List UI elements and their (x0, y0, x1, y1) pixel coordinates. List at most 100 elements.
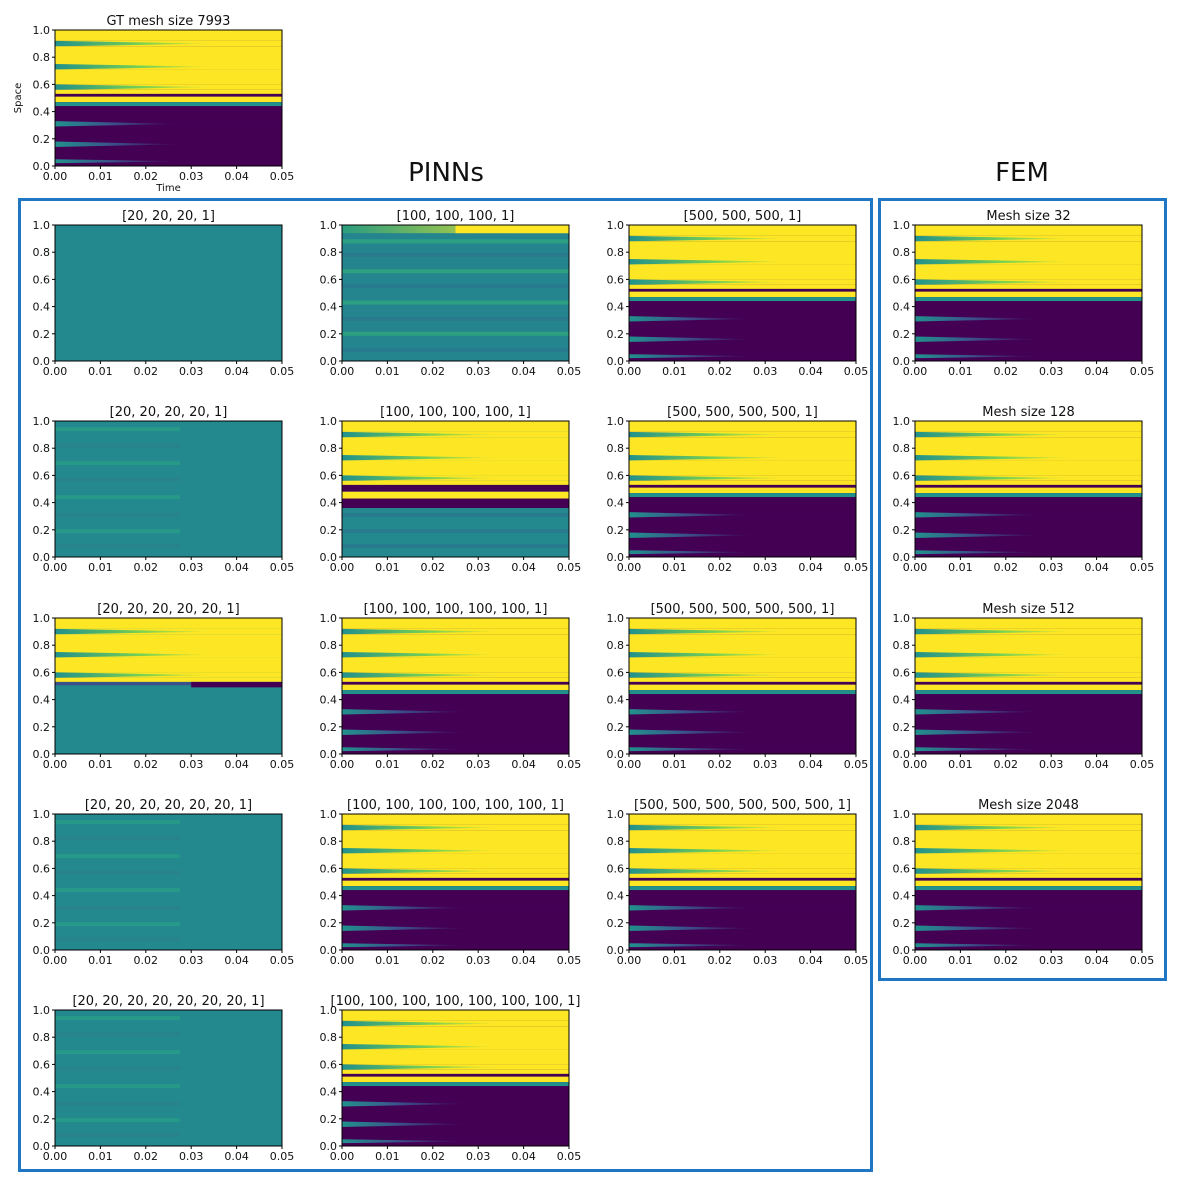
y-tick-label: 0.4 (320, 497, 338, 510)
chart-title: [500, 500, 500, 1] (684, 209, 802, 224)
x-tick-label: 0.01 (948, 758, 973, 771)
heatmap-striation (342, 316, 569, 321)
x-tick-label: 0.05 (270, 170, 295, 183)
heatmap-background (342, 225, 569, 361)
y-tick-label: 1.0 (33, 24, 51, 37)
chart-title: [500, 500, 500, 500, 500, 1] (651, 602, 835, 617)
x-tick-label: 0.04 (511, 365, 535, 378)
heatmap-band (342, 694, 569, 710)
x-tick-label: 0.00 (43, 954, 68, 967)
heatmap-striation (55, 1133, 180, 1138)
heatmap-band (55, 106, 282, 122)
chart-p100_5: [100, 100, 100, 100, 1] 0.00 0.01 0.02 0.03 0… (320, 405, 582, 574)
y-tick-label: 0.6 (33, 78, 51, 91)
y-tick-label: 1.0 (320, 219, 338, 232)
chart-p20_5: [20, 20, 20, 20, 1] 0.00 0.01 0.02 0.03 0.04 0… (33, 405, 295, 574)
x-tick-label: 0.01 (88, 954, 113, 967)
heatmap-band (342, 1073, 569, 1077)
heatmap-striation (55, 888, 180, 893)
y-tick-label: 0.8 (607, 835, 625, 848)
heatmap-band (629, 284, 856, 289)
x-tick-label: 0.04 (798, 561, 823, 574)
chart-title: Mesh size 512 (982, 602, 1075, 617)
y-tick-label: 0.6 (607, 666, 625, 679)
chart-p20_6: [20, 20, 20, 20, 20, 1] 0.00 0.01 0.02 0.03 0… (33, 602, 295, 771)
heatmap-tongue (342, 824, 501, 831)
y-tick-label: 0.0 (893, 944, 911, 957)
heatmap-cells (55, 618, 282, 754)
y-tick-label: 0.2 (33, 1113, 51, 1126)
x-tick-label: 0.02 (421, 954, 446, 967)
plot-frame (341, 420, 570, 558)
x-tick-label: 0.00 (330, 758, 355, 771)
heatmap-background (55, 225, 282, 361)
heatmap-tongue (629, 747, 754, 752)
heatmap-band (55, 163, 282, 166)
x-tick-label: 0.03 (179, 170, 204, 183)
heatmap-tongue (915, 455, 1074, 461)
x-tick-label: 0.01 (375, 365, 400, 378)
y-tick-label: 1.0 (893, 415, 911, 428)
heatmap-band (629, 877, 856, 881)
y-tick-label: 0.8 (320, 639, 338, 652)
heatmap-tongue (915, 316, 1040, 322)
heatmap-band (342, 484, 569, 492)
chart-p500_6: [500, 500, 500, 500, 500, 1] 0.00 0.01 0.02… (607, 602, 869, 771)
heatmap-band (455, 225, 569, 234)
heatmap-tongue (915, 532, 1040, 538)
x-tick-label: 0.01 (662, 954, 687, 967)
heatmap-band (915, 890, 1142, 906)
heatmap-band (629, 487, 856, 494)
heatmap-band (915, 681, 1142, 685)
y-tick-label: 0.8 (320, 1031, 338, 1044)
y-tick-label: 0.0 (607, 748, 625, 761)
chart-p100_8: [100, 100, 100, 100, 100, 100, 100, 1] 0.… (320, 994, 582, 1163)
heatmap-band (342, 947, 569, 950)
heatmap-tongue (342, 848, 501, 854)
heatmap-tongue (915, 709, 1040, 715)
y-tick-label: 0.0 (33, 551, 51, 564)
x-tick-label: 0.02 (134, 758, 159, 771)
heatmap-band (629, 264, 856, 280)
y-tick-label: 0.6 (893, 469, 911, 482)
heatmap-tongue (629, 652, 788, 658)
x-tick-label: 0.01 (88, 758, 113, 771)
y-tick-label: 1.0 (320, 612, 338, 625)
heatmap-band (342, 1026, 569, 1044)
y-tick-label: 0.6 (607, 469, 625, 482)
x-tick-label: 0.01 (375, 561, 400, 574)
heatmap-tongue (915, 729, 1040, 735)
heatmap-band (342, 930, 569, 944)
y-tick-label: 0.6 (893, 273, 911, 286)
heatmap-striation (342, 512, 569, 517)
heatmap-band (629, 690, 856, 695)
heatmap-band (915, 264, 1142, 280)
heatmap-band (915, 814, 1142, 825)
heatmap-tongue (629, 709, 754, 715)
x-tick-label: 0.00 (330, 1150, 355, 1163)
heatmap-band (342, 1010, 569, 1021)
x-tick-label: 0.00 (903, 561, 928, 574)
x-tick-label: 0.00 (617, 758, 642, 771)
heatmap-band (915, 484, 1142, 488)
y-tick-label: 1.0 (320, 415, 338, 428)
y-tick-label: 1.0 (893, 219, 911, 232)
x-tick-label: 0.05 (1130, 758, 1155, 771)
heatmap-striation (55, 544, 180, 549)
x-tick-label: 0.00 (43, 561, 68, 574)
heatmap-striation (55, 512, 180, 517)
y-tick-label: 0.4 (893, 890, 911, 903)
heatmap-band (915, 284, 1142, 289)
x-tick-label: 0.02 (134, 561, 159, 574)
x-tick-label: 0.03 (466, 365, 491, 378)
heatmap-cells (629, 814, 856, 950)
heatmap-band (915, 886, 1142, 891)
heatmap-striation (55, 905, 180, 910)
chart-title: Mesh size 32 (986, 209, 1070, 224)
x-tick-label: 0.04 (798, 954, 823, 967)
heatmap-striation (55, 495, 180, 500)
y-tick-label: 0.8 (320, 442, 338, 455)
heatmap-band (629, 880, 856, 887)
heatmap-tongue (915, 354, 1040, 359)
x-tick-label: 0.01 (662, 365, 687, 378)
